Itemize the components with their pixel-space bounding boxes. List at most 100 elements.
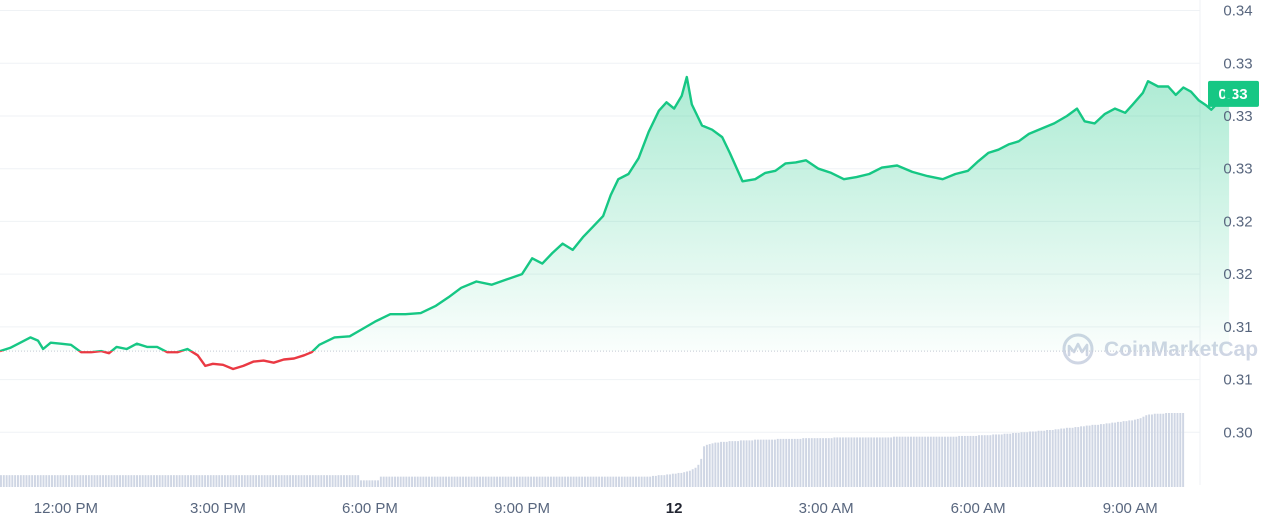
volume-bar <box>141 475 144 487</box>
volume-bar <box>1182 413 1185 487</box>
x-tick-label: 6:00 AM <box>951 500 1006 517</box>
volume-bar <box>289 475 292 487</box>
volume-bar <box>612 476 615 487</box>
volume-bar <box>70 475 73 487</box>
volume-bar <box>816 438 819 487</box>
volume-bar <box>65 475 68 487</box>
volume-bar <box>759 439 762 487</box>
volume-bar <box>961 435 963 487</box>
volume-bar <box>918 436 921 487</box>
volume-bar <box>589 476 592 487</box>
volume-bar <box>756 439 759 487</box>
volume-bar <box>14 475 17 487</box>
volume-bar <box>266 475 269 487</box>
volume-bar <box>158 475 161 487</box>
volume-bar <box>195 475 198 487</box>
volume-bar <box>150 475 153 487</box>
volume-bar <box>411 476 413 487</box>
volume-bar <box>997 434 1000 487</box>
volume-bar <box>326 475 328 487</box>
volume-bar <box>1119 421 1122 487</box>
volume-bar <box>853 437 856 487</box>
volume-bar <box>1080 426 1083 487</box>
volume-bar <box>779 438 782 487</box>
volume-bar <box>470 476 473 487</box>
volume-bar <box>671 473 674 487</box>
volume-bar <box>354 475 357 487</box>
volume-bar <box>1017 432 1020 487</box>
volume-bar <box>527 476 530 487</box>
volume-bars <box>0 413 1185 487</box>
volume-bar <box>793 438 796 487</box>
volume-bar <box>1003 433 1006 487</box>
volume-bar <box>388 476 391 487</box>
volume-bar <box>819 438 822 487</box>
y-tick-label: 0.34 <box>1223 3 1252 20</box>
volume-bar <box>1082 426 1085 487</box>
volume-bar <box>646 476 649 487</box>
volume-bar <box>121 475 124 487</box>
volume-bar <box>297 475 300 487</box>
volume-bar <box>510 476 513 487</box>
volume-bar <box>691 469 694 487</box>
volume-bar <box>45 475 48 487</box>
volume-bar <box>927 436 929 487</box>
volume-bar <box>924 436 927 487</box>
volume-bar <box>204 475 207 487</box>
volume-bar <box>578 476 581 487</box>
volume-bar <box>802 438 805 487</box>
volume-bar <box>697 464 700 487</box>
volume-bar <box>439 476 442 487</box>
volume-bar <box>728 441 731 487</box>
volume-bar <box>345 475 348 487</box>
volume-bar <box>360 480 362 487</box>
volume-bar <box>419 476 422 487</box>
volume-bar <box>39 475 42 487</box>
volume-bar <box>1133 419 1136 487</box>
volume-bar <box>473 476 476 487</box>
volume-bar <box>229 475 232 487</box>
volume-bar <box>144 475 147 487</box>
volume-bar <box>669 474 671 487</box>
volume-bar <box>113 475 116 487</box>
volume-bar <box>958 435 961 487</box>
volume-bar <box>660 475 663 487</box>
volume-bar <box>566 476 569 487</box>
volume-bar <box>138 475 141 487</box>
volume-bar <box>428 476 431 487</box>
volume-bar <box>810 438 813 487</box>
volume-bar <box>598 476 601 487</box>
volume-bar <box>754 439 757 487</box>
volume-bar <box>130 475 133 487</box>
volume-bar <box>167 475 170 487</box>
volume-bar <box>481 476 484 487</box>
volume-bar <box>124 475 127 487</box>
volume-bar <box>215 475 218 487</box>
volume-bar <box>1029 431 1032 487</box>
volume-bar <box>850 437 853 487</box>
volume-bar <box>56 475 59 487</box>
volume-bar <box>1043 430 1046 487</box>
x-tick-label: 9:00 AM <box>1103 500 1158 517</box>
volume-bar <box>674 473 677 487</box>
volume-bar <box>498 476 501 487</box>
volume-bar <box>771 439 774 487</box>
volume-bar <box>90 475 93 487</box>
volume-bar <box>995 434 997 487</box>
volume-bar <box>286 475 289 487</box>
volume-bar <box>252 475 255 487</box>
current-price-dot[interactable] <box>1224 88 1235 99</box>
volume-bar <box>226 475 229 487</box>
volume-bar <box>1048 430 1051 487</box>
volume-bar <box>96 475 99 487</box>
volume-bar <box>377 480 379 487</box>
volume-bar <box>464 476 467 487</box>
volume-bar <box>1111 422 1114 487</box>
volume-bar <box>1006 433 1009 487</box>
volume-bar <box>975 435 978 487</box>
volume-bar <box>501 476 504 487</box>
volume-bar <box>978 435 980 487</box>
volume-bar <box>901 436 904 487</box>
volume-bar <box>796 438 799 487</box>
